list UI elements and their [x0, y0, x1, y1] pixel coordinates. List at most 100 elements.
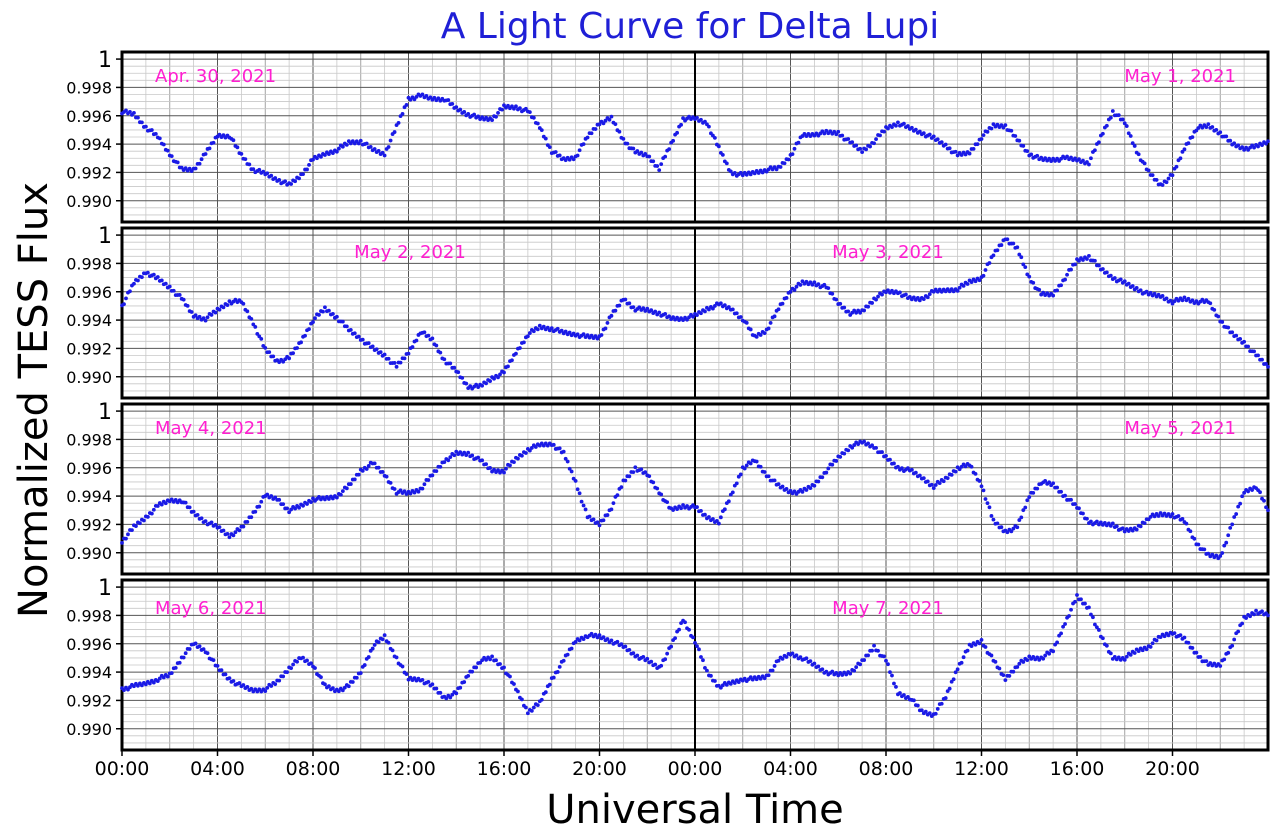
data-point	[695, 644, 699, 649]
data-point	[400, 664, 405, 669]
data-point	[1134, 286, 1139, 290]
data-point	[233, 530, 238, 535]
data-point	[1031, 280, 1036, 285]
data-point	[776, 482, 781, 487]
data-point	[1222, 543, 1227, 548]
data-point	[687, 627, 691, 632]
data-point	[510, 358, 514, 363]
data-point	[420, 677, 425, 682]
data-point	[902, 693, 906, 697]
data-point	[155, 275, 160, 279]
data-point	[1110, 109, 1115, 113]
data-point	[1244, 616, 1249, 620]
data-point	[1138, 288, 1143, 293]
data-point	[846, 448, 851, 453]
y-tick-label: 1	[98, 48, 112, 73]
panel-frame	[120, 50, 1270, 224]
data-point	[1081, 258, 1085, 262]
data-point	[565, 459, 570, 464]
panel-frame	[120, 402, 1270, 576]
y-tick-label: 0.998	[66, 78, 112, 97]
data-point	[323, 153, 327, 157]
data-point	[512, 460, 516, 465]
y-tick-label: 0.998	[66, 430, 112, 449]
data-point	[623, 297, 628, 302]
data-point	[770, 668, 775, 673]
y-tick-label: 0.992	[66, 163, 112, 182]
data-point	[1266, 613, 1270, 618]
y-tick-label: 0.990	[66, 544, 112, 563]
data-point	[344, 324, 349, 329]
data-point	[183, 500, 188, 505]
data-point	[864, 147, 869, 152]
data-point	[547, 682, 552, 687]
data-point	[149, 511, 154, 516]
data-point	[898, 691, 902, 695]
data-point	[1204, 125, 1209, 130]
data-point	[856, 442, 861, 447]
data-point	[870, 301, 874, 305]
data-point	[159, 278, 164, 283]
data-point	[215, 663, 220, 668]
data-point	[412, 490, 417, 495]
data-point	[336, 146, 341, 151]
data-point	[989, 514, 994, 518]
data-point	[1110, 521, 1115, 526]
data-point	[297, 176, 301, 181]
data-point	[900, 466, 904, 471]
data-point	[774, 167, 779, 172]
data-point	[163, 501, 168, 506]
data-point	[965, 282, 970, 286]
data-point	[1089, 612, 1093, 617]
data-point	[1190, 298, 1195, 303]
data-point	[953, 670, 958, 675]
data-point	[597, 633, 602, 638]
data-point	[1128, 652, 1133, 657]
data-point	[842, 451, 847, 456]
data-point	[1142, 161, 1147, 166]
data-point	[520, 697, 524, 702]
data-point	[868, 144, 872, 149]
data-point	[635, 149, 640, 153]
data-point	[402, 356, 407, 361]
data-point	[1226, 533, 1231, 538]
data-point	[1116, 113, 1121, 118]
data-point	[971, 146, 976, 151]
data-point	[780, 484, 785, 489]
data-point	[653, 662, 658, 667]
data-point	[671, 138, 676, 143]
data-point	[376, 465, 381, 470]
data-point	[555, 670, 560, 674]
panel-1: 1 0.998 0.996 0.994 0.992 0.990 Apr. 30, 2021 M…	[66, 48, 1270, 224]
panel-4: 1 0.998 0.996 0.994 0.992 0.990 May 6, 2021 May…	[66, 576, 1270, 752]
data-point	[921, 476, 926, 480]
data-point	[1081, 158, 1085, 163]
data-point	[718, 515, 723, 520]
data-point	[973, 642, 978, 647]
data-point	[945, 476, 950, 481]
data-point	[1174, 164, 1179, 169]
data-point	[699, 117, 703, 122]
data-point	[245, 684, 250, 689]
data-point	[305, 658, 309, 663]
data-point	[1236, 504, 1241, 509]
y-tick-label: 0.990	[66, 720, 112, 739]
data-point	[766, 326, 771, 331]
data-point	[679, 122, 683, 127]
data-point	[376, 148, 381, 153]
data-point	[927, 292, 932, 297]
data-point	[617, 129, 622, 134]
data-point	[1216, 314, 1221, 319]
data-point	[1047, 651, 1052, 656]
data-point	[941, 479, 946, 484]
data-point	[1021, 144, 1026, 148]
data-point	[561, 658, 566, 663]
data-point	[191, 509, 196, 514]
data-point	[1069, 497, 1073, 502]
data-point	[633, 465, 638, 470]
data-point	[476, 114, 481, 119]
data-point	[736, 680, 741, 684]
data-point	[699, 655, 703, 659]
data-point	[1063, 277, 1067, 282]
data-point	[257, 504, 262, 509]
